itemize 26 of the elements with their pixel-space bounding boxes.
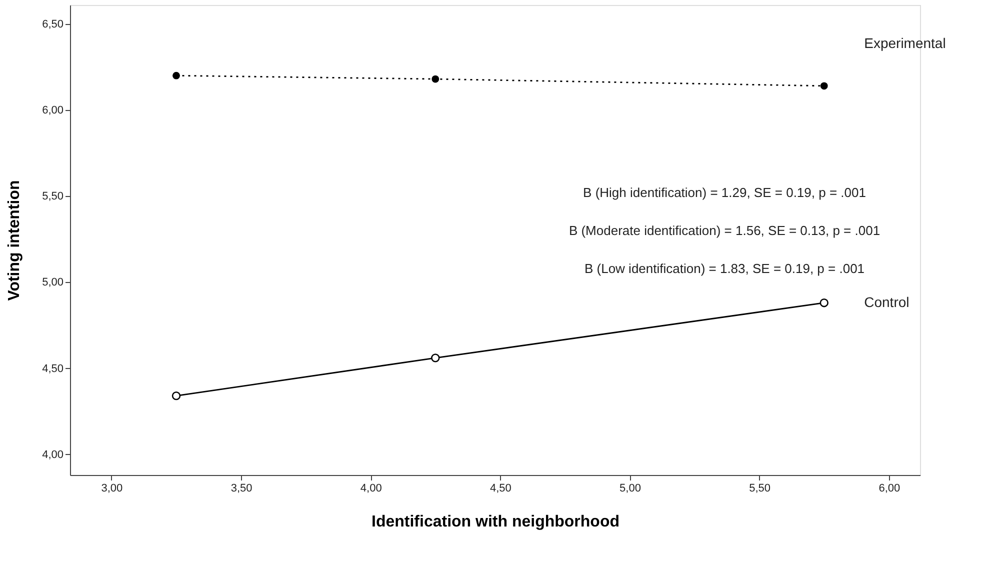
x-tick-label: 3,00: [101, 482, 123, 494]
y-tick-label: 6,50: [42, 18, 64, 30]
annotation: B (High identification) = 1.29, SE = 0.19, p = .001: [583, 185, 866, 200]
text: Experimental: [864, 34, 946, 51]
y-axis-title: Voting intention: [6, 180, 24, 301]
text: Control: [864, 294, 910, 310]
annotation: B (Low identification) = 1.83, SE = 0.19, p = .001: [584, 261, 865, 276]
point: [431, 354, 440, 362]
point: [820, 82, 828, 90]
x-tick-label: 3,50: [230, 482, 252, 494]
point: [820, 298, 828, 308]
x-axis-title: Identification with neighborhood: [372, 514, 620, 530]
y-tick-label: 5,50: [42, 190, 64, 203]
y-tick-label: 4,50: [42, 362, 64, 375]
point: [432, 75, 440, 83]
x-tick-label: 6,00: [878, 482, 900, 494]
x-tick-label: 4,50: [490, 482, 512, 494]
x-tick-label: 4,00: [360, 482, 382, 494]
y-tick-label: 5,00: [42, 276, 64, 289]
x-tick-label: 5,50: [749, 482, 771, 494]
point: [172, 391, 181, 400]
y-tick-label: 6,00: [42, 104, 64, 117]
annotation: B (Moderate identification) = 1.56, SE = 0.13, p = .001: [568, 223, 880, 238]
point: [172, 72, 180, 80]
x-tick-label: 5,00: [620, 482, 641, 494]
y-tick-label: 4,00: [42, 448, 64, 461]
